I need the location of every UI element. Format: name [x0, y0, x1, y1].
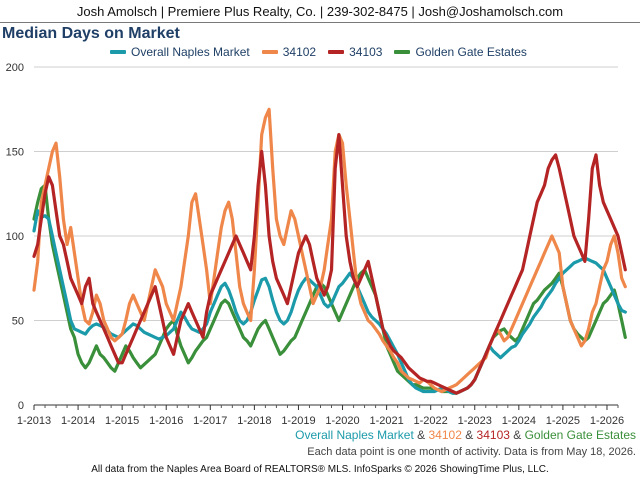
caption-sep-2: & — [461, 428, 477, 442]
y-tick-label: 0 — [18, 400, 24, 412]
legend-label-34103: 34103 — [349, 45, 383, 59]
series-line-34103[interactable] — [32, 133, 627, 395]
x-tick-label: 1-2021 — [369, 415, 403, 427]
x-tick-label: 1-2015 — [105, 415, 139, 427]
x-tick-label: 1-2020 — [325, 415, 359, 427]
x-tick-label: 1-2017 — [193, 415, 227, 427]
x-tick-label: 1-2022 — [414, 415, 448, 427]
header-contact: Josh Amolsch | Premiere Plus Realty, Co.… — [76, 3, 564, 19]
footer-credit: All data from the Naples Area Board of R… — [91, 464, 549, 475]
legend-item-34102[interactable]: 34102 — [261, 45, 317, 59]
x-tick-label: 1-2014 — [61, 415, 95, 427]
legend-swatch-overall — [110, 50, 126, 54]
data-note: Each data point is one month of activity… — [307, 446, 636, 458]
caption-34103: 34103 — [476, 428, 510, 442]
series-lines — [32, 107, 627, 395]
x-tick-label: 1-2018 — [237, 415, 271, 427]
legend-swatch-34102 — [261, 50, 278, 54]
legend: Overall Naples Market 34102 34103 Golden… — [110, 45, 527, 59]
legend-swatch-golden-gate — [394, 50, 411, 54]
y-tick-label: 200 — [6, 62, 24, 74]
x-tick-label: 1-2024 — [502, 415, 536, 427]
caption-sep-1: & — [413, 428, 429, 442]
x-tick-label: 1-2016 — [149, 415, 183, 427]
caption-overall: Overall Naples Market — [295, 428, 414, 442]
y-tick-label: 150 — [6, 147, 24, 159]
series-caption: Overall Naples Market & 34102 & 34103 & … — [295, 428, 636, 442]
legend-item-golden-gate[interactable]: Golden Gate Estates — [394, 45, 527, 59]
caption-golden-gate: Golden Gate Estates — [524, 428, 636, 442]
y-tick-label: 100 — [6, 231, 24, 243]
series-line-34102[interactable] — [32, 107, 627, 394]
x-tick-label: 1-2026 — [590, 415, 624, 427]
legend-swatch-34103 — [328, 50, 345, 54]
legend-item-overall[interactable]: Overall Naples Market — [110, 45, 250, 59]
chart-title: Median Days on Market — [2, 25, 180, 42]
x-tick-label: 1-2025 — [546, 415, 580, 427]
legend-label-34102: 34102 — [282, 45, 317, 59]
caption-sep-3: & — [509, 428, 525, 442]
y-axis: 0 50 100 150 200 — [6, 62, 24, 412]
x-tick-label: 1-2019 — [281, 415, 315, 427]
series-line-golden-gate-estates[interactable] — [32, 183, 627, 395]
caption-34102: 34102 — [428, 428, 462, 442]
header-bar: Josh Amolsch | Premiere Plus Realty, Co.… — [0, 0, 640, 23]
x-tick-label: 1-2023 — [458, 415, 492, 427]
legend-item-34103[interactable]: 34103 — [328, 45, 382, 59]
x-tick-label: 1-2013 — [17, 415, 51, 427]
grid-lines — [34, 66, 618, 406]
x-axis: 1-2013 1-2014 1-2015 1-2016 1-2017 1-2018 1-20… — [17, 405, 624, 427]
y-tick-label: 50 — [12, 316, 24, 328]
series-line-overall-naples-market[interactable] — [32, 209, 627, 395]
legend-label-overall: Overall Naples Market — [131, 45, 250, 59]
legend-label-golden-gate: Golden Gate Estates — [415, 45, 527, 59]
